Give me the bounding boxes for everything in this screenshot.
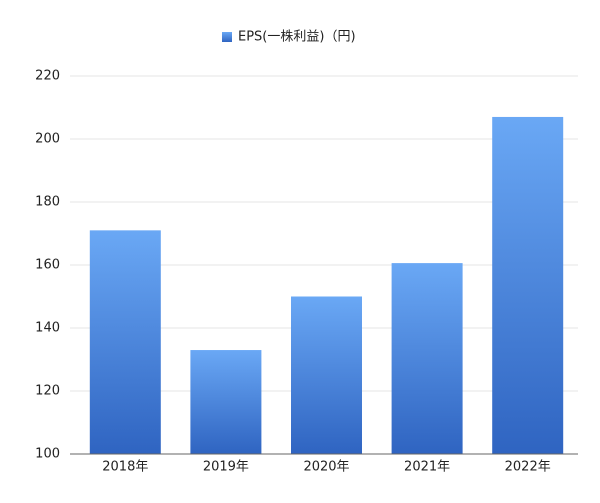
y-tick-label: 120 (35, 384, 60, 399)
bar (492, 116, 564, 454)
y-tick-label: 220 (35, 69, 60, 84)
legend-label: EPS(一株利益)（円) (238, 30, 356, 45)
bar (190, 350, 262, 454)
y-tick-label: 180 (35, 195, 60, 210)
x-tick-label: 2018年 (102, 460, 148, 475)
y-tick-label: 200 (35, 132, 60, 147)
bar (89, 230, 161, 454)
bar (391, 263, 463, 454)
x-tick-label: 2022年 (505, 460, 551, 475)
x-tick-label: 2021年 (404, 460, 450, 475)
x-tick-label: 2019年 (203, 460, 249, 475)
bar (291, 296, 362, 454)
legend-swatch (222, 32, 232, 42)
y-tick-label: 140 (35, 321, 60, 336)
y-tick-label: 160 (35, 258, 60, 273)
x-tick-label: 2020年 (303, 460, 349, 475)
y-tick-label: 100 (35, 447, 60, 462)
